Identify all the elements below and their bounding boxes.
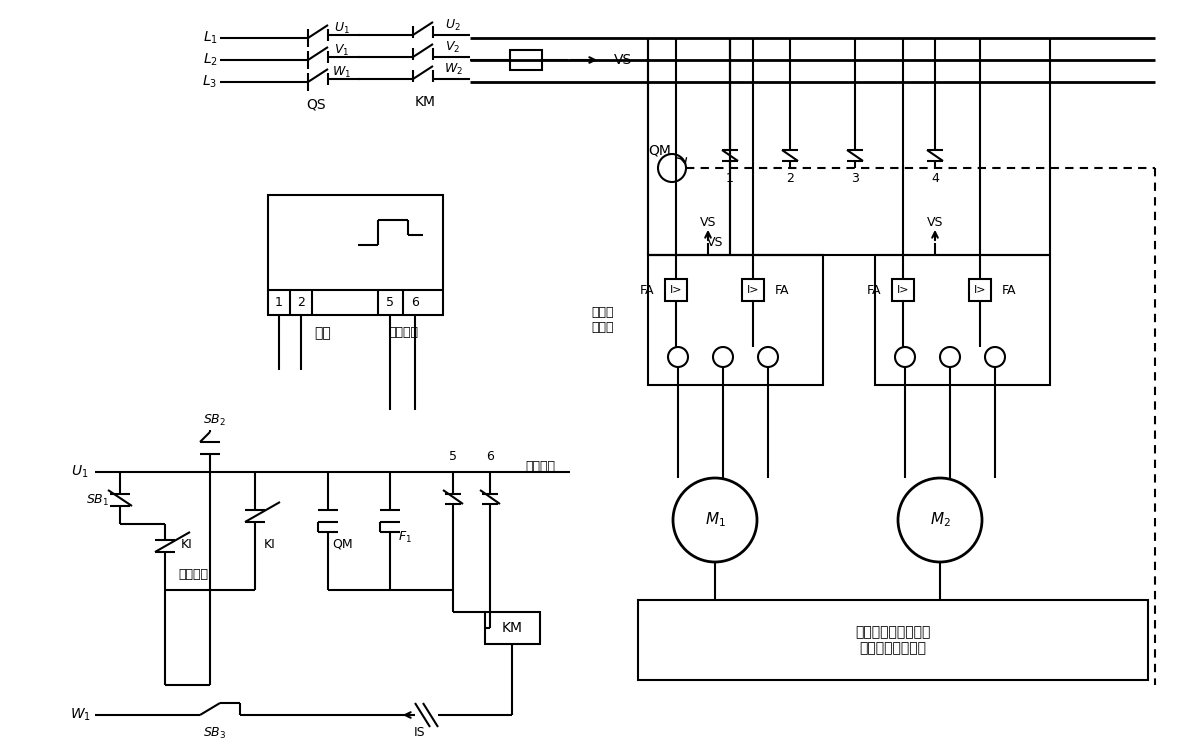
Text: $V_2$: $V_2$ [445, 39, 461, 54]
Bar [510, 50, 542, 70]
Bar [638, 600, 1148, 680]
Text: $U_1$: $U_1$ [333, 20, 350, 35]
Text: IS: IS [414, 726, 426, 739]
Text: 输出接点: 输出接点 [388, 326, 418, 340]
Text: 6: 6 [486, 451, 494, 464]
Text: I>: I> [747, 285, 759, 295]
Bar [742, 279, 763, 301]
Text: $U_2$: $U_2$ [445, 17, 461, 32]
Text: $SB_3$: $SB_3$ [204, 726, 226, 741]
Text: QM: QM [332, 538, 354, 550]
Text: FA: FA [1002, 283, 1016, 297]
Text: KI: KI [264, 538, 276, 550]
Bar [648, 255, 823, 385]
Text: I>: I> [669, 285, 682, 295]
Text: $V_1$: $V_1$ [335, 42, 350, 57]
Text: $L_1$: $L_1$ [202, 29, 218, 46]
Text: 自锁回路: 自锁回路 [177, 568, 208, 581]
Text: VS: VS [927, 217, 943, 230]
Bar [969, 279, 991, 301]
Text: 电动机
保护器: 电动机 保护器 [592, 306, 615, 334]
Bar [665, 279, 687, 301]
Text: 6: 6 [411, 297, 419, 310]
Text: VS: VS [706, 236, 723, 249]
Text: VS: VS [700, 217, 716, 230]
Text: 输出接点: 输出接点 [525, 461, 555, 473]
Text: QS: QS [306, 97, 326, 111]
Text: $SB_1$: $SB_1$ [87, 492, 110, 507]
Text: $M_1$: $M_1$ [705, 510, 725, 529]
Text: $W_1$: $W_1$ [69, 707, 91, 723]
Text: KM: KM [501, 621, 523, 635]
Text: VS: VS [615, 53, 632, 67]
Text: $SB_2$: $SB_2$ [204, 412, 226, 427]
Text: I>: I> [897, 285, 909, 295]
Text: 2: 2 [786, 171, 794, 184]
Text: 大车电动机二次电阻
及减电阻控制接点: 大车电动机二次电阻 及减电阻控制接点 [855, 625, 930, 655]
Text: $F_1$: $F_1$ [398, 529, 412, 544]
Text: FA: FA [640, 283, 654, 297]
Text: 1: 1 [275, 297, 283, 310]
Text: $L_2$: $L_2$ [202, 52, 218, 68]
Text: I>: I> [974, 285, 986, 295]
Text: 电源: 电源 [314, 326, 331, 340]
Text: $U_1$: $U_1$ [71, 464, 88, 480]
Text: 5: 5 [386, 297, 394, 310]
Text: KM: KM [414, 95, 436, 109]
Text: 5: 5 [449, 451, 457, 464]
Text: 4: 4 [931, 171, 939, 184]
Bar [892, 279, 913, 301]
Text: FA: FA [775, 283, 790, 297]
Text: $L_3$: $L_3$ [202, 74, 218, 90]
Text: 1: 1 [727, 171, 734, 184]
Bar [485, 612, 540, 644]
Text: 2: 2 [297, 297, 305, 310]
Text: $W_1$: $W_1$ [332, 64, 351, 79]
Text: KI: KI [181, 538, 193, 550]
Text: $W_2$: $W_2$ [443, 61, 462, 76]
Text: 3: 3 [852, 171, 859, 184]
Bar [268, 195, 443, 315]
Text: $M_2$: $M_2$ [930, 510, 950, 529]
Text: QM: QM [649, 143, 672, 157]
Bar [875, 255, 1050, 385]
Text: FA: FA [867, 283, 881, 297]
